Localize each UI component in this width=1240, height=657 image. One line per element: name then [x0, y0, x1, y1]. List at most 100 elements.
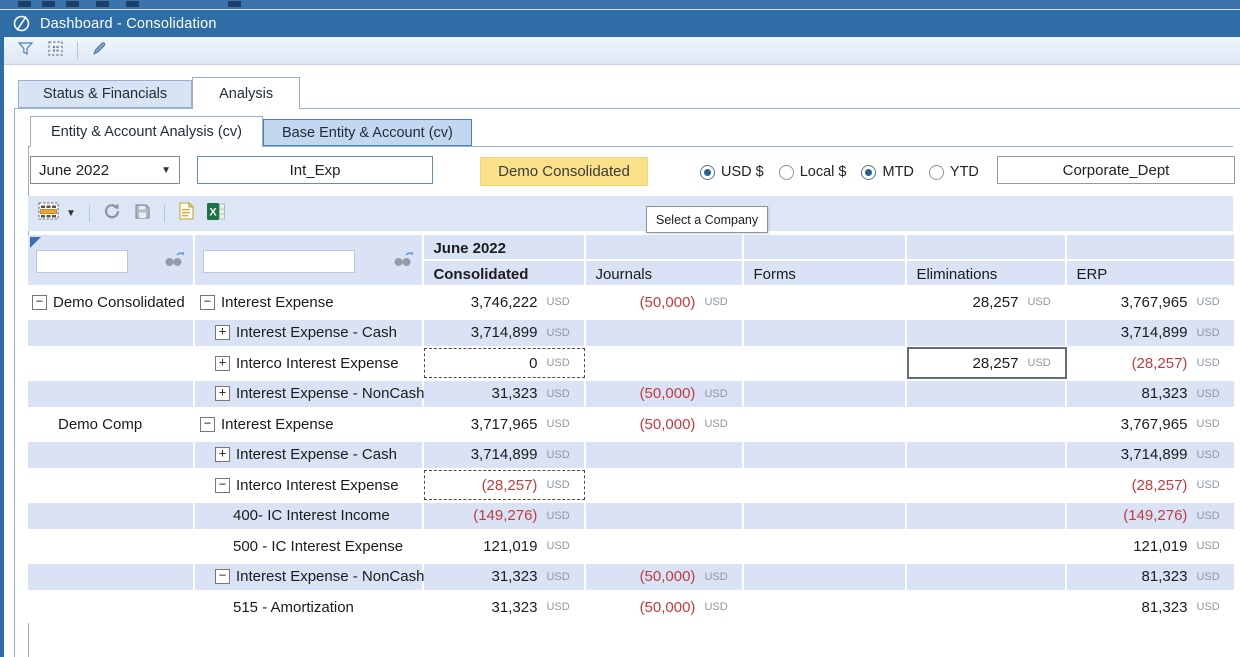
filter-funnel-icon[interactable]: [17, 41, 34, 61]
cell-eliminations[interactable]: [907, 378, 1068, 409]
cell-journals[interactable]: (50,000) USD: [586, 561, 745, 592]
account-cell[interactable]: 400- IC Interest Income: [195, 500, 425, 531]
cell-erp[interactable]: 121,019 USD: [1067, 531, 1237, 562]
cell-forms[interactable]: [744, 561, 908, 592]
cell-journals[interactable]: [586, 317, 745, 348]
account-cell[interactable]: 515 - Amortization: [195, 592, 425, 623]
account-cell[interactable]: − Interest Expense: [195, 409, 425, 440]
cell-consolidated[interactable]: 121,019 USD: [424, 531, 587, 562]
cell-erp[interactable]: 3,767,965 USD: [1067, 409, 1237, 440]
radio-selected-icon[interactable]: [700, 164, 715, 180]
radio-unselected-icon[interactable]: [928, 164, 944, 180]
account-filter-input[interactable]: Int_Exp: [197, 156, 433, 184]
cell-eliminations[interactable]: [907, 439, 1068, 470]
column-header-consolidated[interactable]: Consolidated: [424, 261, 587, 287]
radio-usd[interactable]: USD $: [700, 164, 764, 180]
tab-base-entity-account[interactable]: Base Entity & Account (cv): [263, 119, 472, 146]
tab-analysis[interactable]: Analysis: [192, 77, 301, 109]
account-cell[interactable]: + Interco Interest Expense: [195, 348, 425, 379]
dashed-selection-icon[interactable]: [47, 40, 64, 62]
entity-cell[interactable]: − Demo Consolidated: [28, 287, 195, 318]
cell-eliminations[interactable]: [907, 592, 1068, 623]
cell-forms[interactable]: [744, 439, 908, 470]
account-cell[interactable]: − Interco Interest Expense: [195, 470, 425, 501]
cell-journals[interactable]: (50,000) USD: [586, 378, 745, 409]
account-cell[interactable]: + Interest Expense - Cash: [195, 317, 425, 348]
cell-eliminations[interactable]: [907, 561, 1068, 592]
column-header-eliminations[interactable]: Eliminations: [907, 261, 1068, 287]
cell-forms[interactable]: [744, 317, 908, 348]
collapse-icon[interactable]: −: [215, 569, 230, 585]
collapse-icon[interactable]: −: [215, 477, 230, 493]
cell-consolidated[interactable]: 31,323 USD: [424, 378, 587, 409]
cell-eliminations[interactable]: [907, 409, 1068, 440]
cell-consolidated[interactable]: 3,714,899 USD: [424, 439, 587, 470]
cell-forms[interactable]: [744, 409, 908, 440]
expand-icon[interactable]: +: [215, 325, 230, 341]
cell-erp[interactable]: 3,714,899 USD: [1067, 439, 1237, 470]
cell-eliminations[interactable]: 28,257 USD: [907, 347, 1068, 379]
cell-journals[interactable]: [586, 500, 745, 531]
cell-journals[interactable]: (50,000) USD: [586, 287, 745, 318]
cell-forms[interactable]: [744, 470, 908, 501]
cell-journals[interactable]: (50,000) USD: [586, 592, 745, 623]
entity-cell[interactable]: [28, 500, 195, 531]
cell-erp[interactable]: 81,323 USD: [1067, 561, 1237, 592]
binoculars-search-icon[interactable]: [392, 251, 414, 272]
cell-consolidated[interactable]: 3,746,222 USD: [424, 287, 587, 318]
column-header-journals[interactable]: Journals: [586, 261, 745, 287]
cell-forms[interactable]: [744, 531, 908, 562]
cell-erp[interactable]: (28,257) USD: [1067, 470, 1237, 501]
cell-journals[interactable]: [586, 470, 745, 501]
cell-erp[interactable]: 81,323 USD: [1067, 378, 1237, 409]
cell-erp[interactable]: 3,767,965 USD: [1067, 287, 1237, 318]
radio-local[interactable]: Local $: [778, 164, 846, 180]
excel-export-icon[interactable]: X: [206, 202, 225, 225]
collapse-icon[interactable]: −: [200, 294, 215, 310]
cell-forms[interactable]: [744, 592, 908, 623]
tab-status-financials[interactable]: Status & Financials: [18, 80, 193, 108]
tab-entity-account-analysis[interactable]: Entity & Account Analysis (cv): [30, 116, 263, 147]
entity-cell[interactable]: [28, 348, 195, 379]
entity-cell[interactable]: [28, 561, 195, 592]
entity-cell[interactable]: [28, 531, 195, 562]
account-filter-input[interactable]: [203, 249, 355, 273]
cell-erp[interactable]: 3,714,899 USD: [1067, 317, 1237, 348]
cell-journals[interactable]: [586, 531, 745, 562]
cell-journals[interactable]: [586, 348, 745, 379]
cell-eliminations[interactable]: 28,257 USD: [907, 287, 1068, 318]
entity-cell[interactable]: Demo Comp: [28, 409, 195, 440]
collapse-icon[interactable]: −: [32, 294, 47, 310]
cell-consolidated[interactable]: (28,257) USD: [424, 470, 587, 501]
column-header-erp[interactable]: ERP: [1067, 261, 1237, 287]
cube-view-input[interactable]: Corporate_Dept: [997, 156, 1235, 184]
radio-selected-icon[interactable]: [861, 164, 877, 180]
cell-forms[interactable]: [744, 378, 908, 409]
expand-icon[interactable]: +: [215, 447, 230, 463]
entity-filter-input[interactable]: [36, 249, 128, 273]
account-cell[interactable]: + Interest Expense - NonCash: [195, 378, 425, 409]
save-icon[interactable]: [134, 203, 151, 225]
cell-erp[interactable]: 81,323 USD: [1067, 592, 1237, 623]
account-cell[interactable]: 500 - IC Interest Expense: [195, 531, 425, 562]
entity-cell[interactable]: [28, 439, 195, 470]
cell-erp[interactable]: (28,257) USD: [1067, 348, 1237, 379]
chevron-down-icon[interactable]: ▼: [66, 208, 76, 219]
expand-icon[interactable]: +: [215, 386, 230, 402]
radio-unselected-icon[interactable]: [778, 164, 794, 180]
entity-cell[interactable]: [28, 378, 195, 409]
cell-consolidated[interactable]: 3,717,965 USD: [424, 409, 587, 440]
cell-erp[interactable]: (149,276) USD: [1067, 500, 1237, 531]
account-cell[interactable]: + Interest Expense - Cash: [195, 439, 425, 470]
cell-forms[interactable]: [744, 500, 908, 531]
binoculars-search-icon[interactable]: [163, 251, 185, 272]
cell-eliminations[interactable]: [907, 317, 1068, 348]
column-header-forms[interactable]: Forms: [744, 261, 908, 287]
entity-cell[interactable]: [28, 592, 195, 623]
cell-consolidated[interactable]: (149,276) USD: [424, 500, 587, 531]
account-cell[interactable]: − Interest Expense - NonCash: [195, 561, 425, 592]
period-dropdown[interactable]: June 2022 ▼: [30, 156, 180, 184]
company-select-button[interactable]: Demo Consolidated: [480, 157, 648, 186]
expand-icon[interactable]: +: [215, 355, 230, 371]
cell-forms[interactable]: [744, 287, 908, 318]
